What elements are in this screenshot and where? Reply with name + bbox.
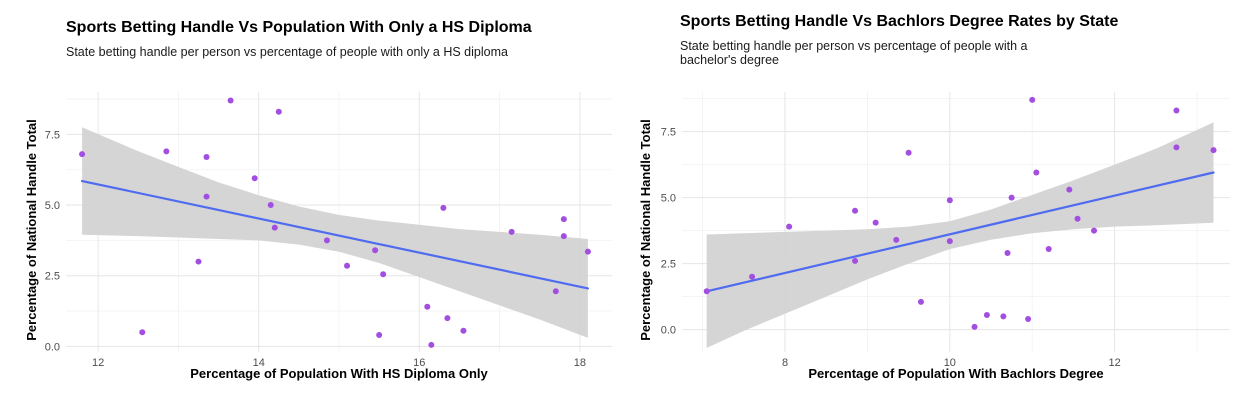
x-axis-title: Percentage of Population With HS Diploma… <box>190 366 488 381</box>
chart-title: Sports Betting Handle Vs Population With… <box>66 19 532 36</box>
data-point <box>444 315 451 322</box>
chart-subtitle: State betting handle per person vs perce… <box>66 45 508 59</box>
data-point <box>227 97 234 104</box>
y-tick-label: 7.5 <box>661 127 676 139</box>
chart-subtitle: State betting handle per person vs perce… <box>680 39 1028 67</box>
data-point <box>344 262 351 269</box>
x-axis-title: Percentage of Population With Bachlors D… <box>808 366 1103 381</box>
data-point <box>440 204 447 211</box>
data-point <box>380 271 387 278</box>
data-point <box>203 193 210 200</box>
data-point <box>1173 107 1180 114</box>
data-point <box>163 148 170 155</box>
data-point <box>267 202 274 209</box>
data-point <box>917 298 924 305</box>
data-point <box>560 233 567 240</box>
y-tick-label: 0.0 <box>45 341 60 353</box>
scatter-plot-hs-diploma: 12 14 16 18 0.0 2.5 5.0 7.5 Percentage of Popula… <box>24 92 612 381</box>
confidence-band <box>82 127 588 338</box>
data-point <box>1029 96 1036 103</box>
data-point <box>703 288 710 295</box>
y-tick-label: 2.5 <box>661 259 676 271</box>
data-point <box>251 175 258 182</box>
data-point <box>1210 147 1217 154</box>
regression-line <box>80 179 590 290</box>
y-tick-label: 0.0 <box>661 325 676 337</box>
data-point <box>852 207 859 214</box>
data-point <box>195 258 202 265</box>
x-tick-label: 16 <box>413 357 425 369</box>
data-point <box>372 247 379 254</box>
x-tick-label: 10 <box>944 357 956 369</box>
data-point <box>983 312 990 319</box>
data-point <box>1091 227 1098 234</box>
y-axis-title: Percentage of National Handle Total <box>638 119 653 341</box>
data-point <box>786 223 793 230</box>
data-point <box>893 236 900 243</box>
data-point <box>428 341 435 348</box>
data-point <box>1173 144 1180 151</box>
data-point <box>946 238 953 245</box>
x-tick-label: 12 <box>92 357 104 369</box>
data-point <box>905 149 912 156</box>
y-tick-label: 7.5 <box>45 129 60 141</box>
data-point <box>749 273 756 280</box>
data-point <box>139 329 146 336</box>
data-point <box>508 228 515 235</box>
data-point <box>424 303 431 310</box>
x-tick-label: 14 <box>253 357 265 369</box>
chart-panel-hs-diploma: Sports Betting Handle Vs Population With… <box>24 19 612 381</box>
regression-line <box>705 171 1215 293</box>
data-point <box>852 257 859 264</box>
data-point <box>460 327 467 334</box>
data-point <box>1066 186 1073 193</box>
chart-title: Sports Betting Handle Vs Bachlors Degree… <box>680 13 1119 30</box>
data-point <box>1033 169 1040 176</box>
x-tick-label: 8 <box>782 357 788 369</box>
data-point <box>376 332 383 339</box>
data-point <box>203 154 210 160</box>
x-tick-label: 18 <box>574 357 586 369</box>
data-point <box>560 216 567 223</box>
data-point <box>323 237 330 244</box>
data-point <box>946 197 953 204</box>
data-point <box>1045 246 1052 253</box>
chart-panel-bachelors: Sports Betting Handle Vs Bachlors Degree… <box>630 0 1260 402</box>
y-tick-label: 2.5 <box>45 271 60 283</box>
data-point <box>1025 316 1032 323</box>
data-point <box>271 224 278 231</box>
data-point <box>584 248 591 255</box>
data-point <box>1000 313 1007 320</box>
y-axis-title: Percentage of National Handle Total <box>24 119 39 341</box>
data-point <box>1004 250 1011 257</box>
x-tick-label: 12 <box>1109 357 1121 369</box>
data-point <box>1008 194 1015 201</box>
data-point <box>79 151 86 158</box>
data-point <box>872 219 879 226</box>
y-tick-label: 5.0 <box>45 200 60 212</box>
scatter-plot-bachelors: 8 10 12 0.0 2.5 5.0 7.5 Percentage of Populatio… <box>638 92 1230 381</box>
data-point <box>275 108 282 115</box>
y-tick-label: 5.0 <box>661 193 676 205</box>
data-point <box>971 323 978 330</box>
confidence-band <box>706 122 1214 349</box>
data-point <box>1074 215 1081 222</box>
data-point <box>552 288 559 295</box>
